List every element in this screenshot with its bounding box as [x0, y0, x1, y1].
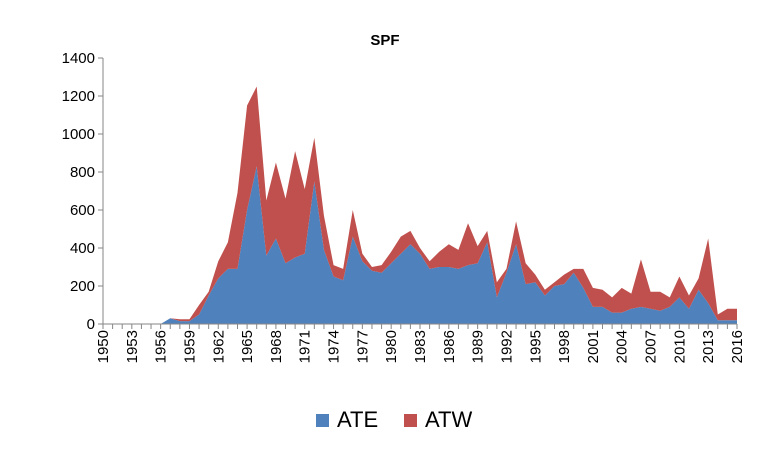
x-tick-label: 1989	[470, 330, 487, 363]
y-tick-label: 800	[70, 164, 95, 181]
x-tick-label: 1977	[354, 330, 371, 363]
legend-label-atw: ATW	[425, 407, 472, 432]
y-tick-label: 0	[87, 316, 95, 333]
y-tick-label: 600	[70, 202, 95, 219]
y-tick-label: 200	[70, 278, 95, 295]
legend-label-ate: ATE	[337, 407, 378, 432]
plot-area	[103, 86, 737, 324]
x-tick-label: 1956	[153, 330, 170, 363]
y-tick-label: 1000	[62, 126, 95, 143]
area-series-ate	[103, 166, 737, 324]
x-tick-label: 1986	[441, 330, 458, 363]
y-tick-label: 400	[70, 240, 95, 257]
x-tick-label: 1950	[95, 330, 112, 363]
x-tick-label: 1980	[383, 330, 400, 363]
x-tick-label: 2007	[643, 330, 660, 363]
x-tick-label: 1968	[268, 330, 285, 363]
x-tick-label: 1965	[239, 330, 256, 363]
legend-swatch-atw	[404, 414, 417, 427]
x-tick-label: 1998	[556, 330, 573, 363]
axes: 0 200 400 600 800 1000 1200 1400 1950 1953 1956 195…	[62, 50, 746, 363]
x-tick-label: 2013	[700, 330, 717, 363]
x-tick-label: 1962	[210, 330, 227, 363]
x-tick-label: 2010	[671, 330, 688, 363]
x-tick-label: 2016	[729, 330, 746, 363]
y-tick-label: 1200	[62, 88, 95, 105]
x-tick-label: 1971	[297, 330, 314, 363]
area-series-atw	[103, 86, 737, 324]
x-tick-label: 1953	[124, 330, 141, 363]
y-tick-label: 1400	[62, 50, 95, 67]
chart-title: SPF	[370, 32, 399, 49]
legend-swatch-ate	[316, 414, 329, 427]
x-tick-label: 1983	[412, 330, 429, 363]
x-tick-label: 2004	[614, 330, 631, 363]
x-tick-label: 2001	[585, 330, 602, 363]
legend: ATE ATW	[316, 407, 472, 432]
x-tick-label: 1995	[527, 330, 544, 363]
x-tick-label: 1959	[181, 330, 198, 363]
x-tick-label: 1974	[326, 330, 343, 363]
x-tick-label: 1992	[498, 330, 515, 363]
